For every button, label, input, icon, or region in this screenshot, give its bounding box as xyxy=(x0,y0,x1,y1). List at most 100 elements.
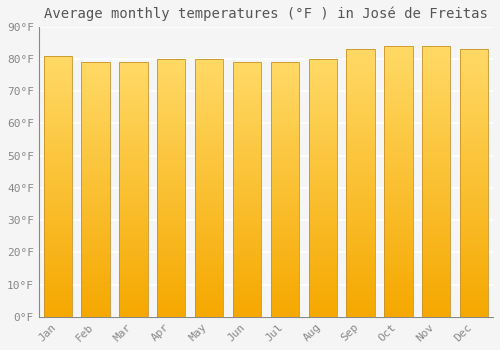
Bar xyxy=(460,74,488,76)
Bar xyxy=(157,211,186,214)
Bar xyxy=(460,84,488,87)
Bar xyxy=(44,288,72,291)
Bar xyxy=(82,167,110,169)
Bar xyxy=(119,202,148,205)
Bar xyxy=(157,286,186,288)
Bar xyxy=(157,105,186,108)
Bar xyxy=(195,59,224,317)
Bar xyxy=(119,80,148,83)
Bar xyxy=(308,147,337,149)
Bar xyxy=(308,206,337,209)
Bar xyxy=(384,173,412,176)
Bar xyxy=(82,309,110,312)
Bar xyxy=(82,248,110,251)
Bar xyxy=(422,65,450,68)
Bar xyxy=(233,202,261,205)
Bar xyxy=(195,247,224,250)
Bar xyxy=(119,189,148,192)
Bar xyxy=(119,169,148,172)
Bar xyxy=(422,149,450,152)
Bar xyxy=(233,274,261,276)
Bar xyxy=(82,223,110,225)
Bar xyxy=(384,190,412,192)
Bar xyxy=(346,210,375,212)
Bar xyxy=(195,175,224,177)
Bar xyxy=(308,149,337,152)
Bar xyxy=(82,225,110,228)
Bar xyxy=(460,175,488,178)
Bar xyxy=(422,236,450,238)
Bar xyxy=(422,165,450,168)
Bar xyxy=(44,124,72,126)
Bar xyxy=(308,245,337,247)
Bar xyxy=(422,141,450,144)
Bar xyxy=(346,282,375,285)
Bar xyxy=(119,276,148,279)
Bar xyxy=(233,133,261,136)
Bar xyxy=(44,283,72,286)
Bar xyxy=(270,276,299,279)
Bar xyxy=(119,123,148,126)
Bar xyxy=(346,49,375,52)
Bar xyxy=(157,250,186,252)
Bar xyxy=(422,51,450,54)
Bar xyxy=(157,95,186,98)
Bar xyxy=(422,219,450,222)
Bar xyxy=(422,68,450,70)
Bar xyxy=(460,258,488,261)
Bar xyxy=(346,121,375,124)
Bar xyxy=(422,309,450,312)
Bar xyxy=(384,138,412,141)
Bar xyxy=(44,118,72,121)
Bar xyxy=(157,232,186,234)
Bar xyxy=(270,286,299,289)
Bar xyxy=(422,179,450,181)
Bar xyxy=(157,183,186,186)
Bar xyxy=(82,207,110,210)
Bar xyxy=(195,190,224,193)
Bar xyxy=(422,73,450,76)
Bar xyxy=(384,252,412,254)
Bar xyxy=(44,296,72,299)
Bar xyxy=(119,62,148,65)
Bar xyxy=(44,132,72,134)
Bar xyxy=(157,271,186,273)
Bar xyxy=(119,268,148,271)
Bar xyxy=(233,184,261,187)
Bar xyxy=(82,172,110,174)
Bar xyxy=(233,271,261,274)
Bar xyxy=(195,157,224,160)
Bar xyxy=(270,123,299,126)
Bar xyxy=(270,215,299,217)
Bar xyxy=(422,76,450,79)
Bar xyxy=(270,113,299,116)
Bar xyxy=(44,265,72,267)
Bar xyxy=(270,133,299,136)
Bar xyxy=(157,100,186,103)
Bar xyxy=(44,286,72,288)
Bar xyxy=(422,192,450,195)
Bar xyxy=(422,209,450,211)
Bar xyxy=(270,67,299,70)
Bar xyxy=(119,95,148,98)
Bar xyxy=(346,293,375,295)
Bar xyxy=(460,130,488,132)
Bar xyxy=(82,197,110,200)
Bar xyxy=(82,88,110,90)
Bar xyxy=(460,212,488,215)
Bar xyxy=(82,296,110,299)
Bar xyxy=(384,262,412,265)
Bar xyxy=(195,275,224,278)
Bar xyxy=(44,202,72,204)
Bar xyxy=(195,314,224,317)
Bar xyxy=(384,54,412,57)
Bar xyxy=(384,81,412,84)
Bar xyxy=(460,98,488,100)
Bar xyxy=(82,156,110,159)
Bar xyxy=(233,139,261,141)
Bar xyxy=(44,111,72,113)
Bar xyxy=(233,296,261,299)
Bar xyxy=(308,283,337,286)
Bar xyxy=(384,149,412,152)
Bar xyxy=(157,190,186,193)
